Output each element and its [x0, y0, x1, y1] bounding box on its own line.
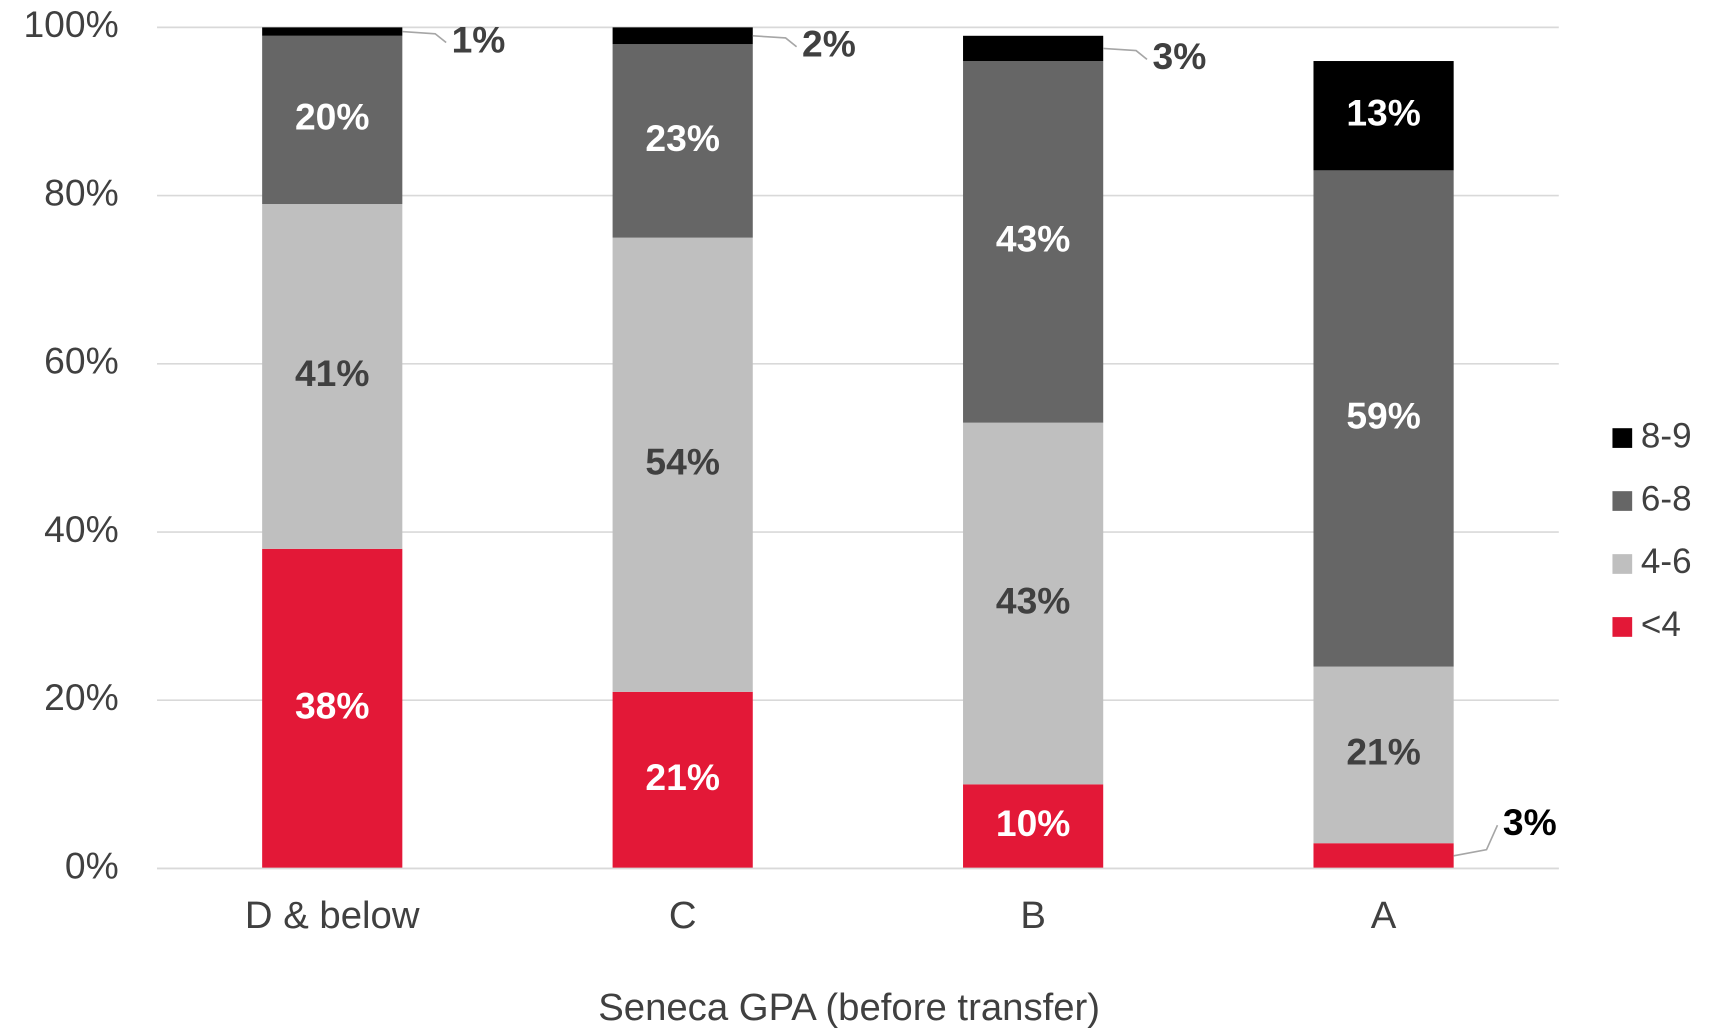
x-tick-label: D & below [245, 894, 420, 937]
leader-line [1453, 824, 1499, 857]
bar-segment [963, 35, 1104, 62]
data-label: 10% [996, 802, 1071, 844]
legend-swatch [1612, 491, 1633, 511]
data-label: 3% [1503, 801, 1557, 843]
bar-segment [963, 61, 1104, 423]
data-label: 43% [996, 218, 1071, 260]
y-tick-label: 100% [23, 3, 118, 45]
y-tick-label: 0% [65, 844, 119, 886]
bar-segment [612, 44, 753, 238]
data-label: 41% [295, 352, 370, 394]
bar-segment [1313, 61, 1454, 171]
y-tick-label: 80% [44, 171, 119, 213]
data-label: 1% [452, 18, 506, 60]
x-tick-label: A [1371, 894, 1397, 937]
bar-segment [262, 35, 403, 205]
leader-line [752, 34, 798, 48]
x-axis-label: Seneca GPA (before transfer) [598, 986, 1100, 1029]
x-tick-label: B [1020, 894, 1046, 937]
bar-segment [963, 422, 1104, 785]
data-label: 21% [1346, 731, 1421, 773]
data-label: 21% [645, 756, 720, 798]
bar-segment [1313, 170, 1454, 667]
data-label: 54% [645, 441, 720, 483]
data-label: 43% [996, 579, 1071, 621]
legend-swatch [1612, 554, 1633, 574]
bar-segment [262, 204, 403, 549]
bar-segment [262, 27, 403, 36]
y-tick-label: 40% [44, 508, 119, 550]
legend-label: 6-8 [1641, 479, 1692, 518]
bar-segment [1313, 843, 1454, 869]
data-label: 20% [295, 96, 370, 138]
bar-segment [612, 27, 753, 45]
bar-segment [1313, 666, 1454, 844]
legend-swatch [1612, 428, 1633, 448]
data-label: 13% [1346, 92, 1421, 134]
leader-line [1103, 47, 1148, 60]
legend-swatch [1612, 617, 1633, 637]
bar-segment [612, 691, 753, 869]
y-tick-label: 60% [44, 340, 119, 382]
x-tick-label: C [669, 894, 697, 937]
legend-label: 8-9 [1641, 416, 1692, 455]
data-label: 23% [645, 117, 720, 159]
bar-segment [262, 548, 403, 869]
y-tick-label: 20% [44, 676, 119, 718]
bar-segment [612, 237, 753, 692]
data-label: 2% [802, 23, 856, 65]
data-label: 3% [1152, 35, 1206, 77]
bar-segment [963, 784, 1104, 869]
data-label: 59% [1346, 394, 1421, 436]
leader-line [402, 30, 447, 44]
data-label: 38% [295, 684, 370, 726]
legend-label: 4-6 [1641, 542, 1692, 581]
legend-label: <4 [1641, 605, 1681, 644]
